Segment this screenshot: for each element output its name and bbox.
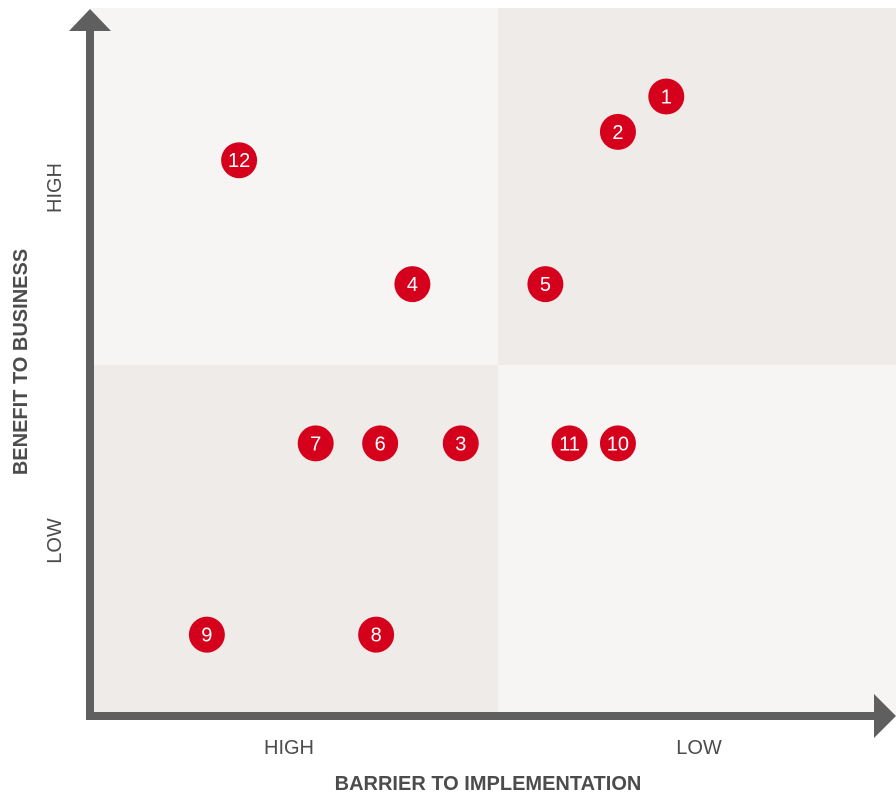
point-marker-11: 11 bbox=[551, 425, 588, 462]
point-marker-4: 4 bbox=[394, 266, 431, 303]
point-circle bbox=[527, 266, 564, 303]
point-circle bbox=[362, 425, 399, 462]
point-circle bbox=[394, 266, 431, 303]
point-circle bbox=[358, 616, 395, 653]
y-tick-high: HIGH bbox=[44, 163, 66, 213]
point-circle bbox=[551, 425, 588, 462]
point-label: 3 bbox=[455, 433, 466, 455]
x-tick-high: HIGH bbox=[264, 737, 314, 759]
point-label: 8 bbox=[371, 625, 382, 647]
point-label: 9 bbox=[201, 625, 212, 647]
quadrant-bottom-right bbox=[498, 365, 896, 716]
point-label: 11 bbox=[559, 433, 580, 455]
x-tick-low: LOW bbox=[676, 737, 722, 759]
point-label: 7 bbox=[310, 433, 321, 455]
point-marker-6: 6 bbox=[362, 425, 399, 462]
point-marker-8: 8 bbox=[358, 616, 395, 653]
point-marker-3: 3 bbox=[442, 425, 479, 462]
point-marker-2: 2 bbox=[599, 113, 636, 150]
x-axis-title: BARRIER TO IMPLEMENTATION bbox=[335, 773, 642, 795]
point-marker-10: 10 bbox=[599, 425, 636, 462]
point-circle bbox=[221, 142, 258, 179]
point-label: 4 bbox=[407, 274, 418, 296]
quadrant-top-left bbox=[90, 8, 498, 365]
point-circle bbox=[648, 78, 685, 115]
point-label: 2 bbox=[612, 122, 623, 144]
point-circle bbox=[442, 425, 479, 462]
point-marker-7: 7 bbox=[297, 425, 334, 462]
quadrant-bottom-left bbox=[90, 365, 498, 716]
quadrant-top-right bbox=[498, 8, 896, 365]
x-axis-arrowhead bbox=[874, 694, 896, 738]
point-circle bbox=[599, 425, 636, 462]
point-circle bbox=[297, 425, 334, 462]
point-label: 1 bbox=[661, 87, 672, 109]
y-axis-arrowhead bbox=[69, 9, 111, 31]
point-label: 12 bbox=[228, 150, 250, 172]
y-axis-title: BENEFIT TO BUSINESS bbox=[10, 249, 32, 475]
point-circle bbox=[599, 113, 636, 150]
point-marker-1: 1 bbox=[648, 78, 685, 115]
point-label: 5 bbox=[540, 274, 551, 296]
point-label: 10 bbox=[607, 433, 629, 455]
point-marker-5: 5 bbox=[527, 266, 564, 303]
point-marker-9: 9 bbox=[188, 616, 225, 653]
point-label: 6 bbox=[375, 433, 386, 455]
y-tick-low: LOW bbox=[44, 518, 66, 564]
point-circle bbox=[188, 616, 225, 653]
point-marker-12: 12 bbox=[221, 142, 258, 179]
